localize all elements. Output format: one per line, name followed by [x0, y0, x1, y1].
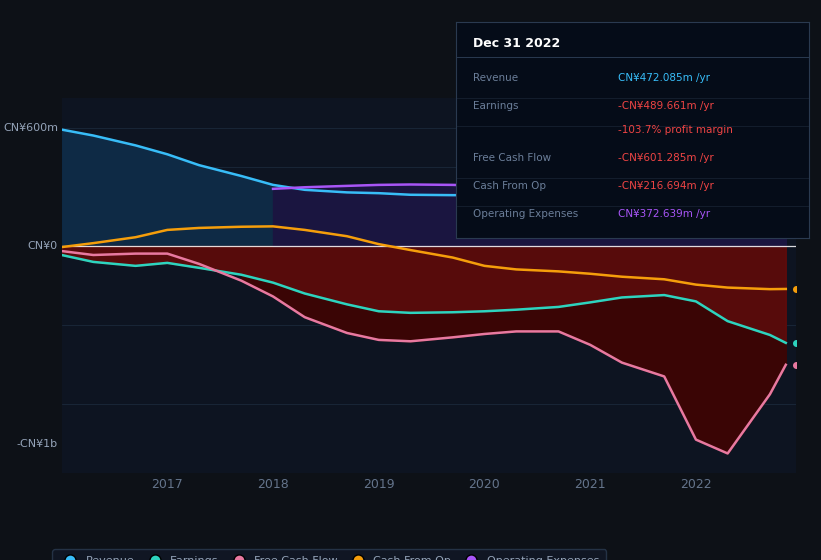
Text: Dec 31 2022: Dec 31 2022 [474, 38, 561, 50]
Legend: Revenue, Earnings, Free Cash Flow, Cash From Op, Operating Expenses: Revenue, Earnings, Free Cash Flow, Cash … [53, 549, 606, 560]
Text: CN¥472.085m /yr: CN¥472.085m /yr [618, 73, 710, 83]
Text: Free Cash Flow: Free Cash Flow [474, 153, 552, 163]
Text: CN¥372.639m /yr: CN¥372.639m /yr [618, 209, 710, 220]
Text: -CN¥1b: -CN¥1b [16, 438, 58, 449]
Text: Operating Expenses: Operating Expenses [474, 209, 579, 220]
Text: -CN¥489.661m /yr: -CN¥489.661m /yr [618, 101, 714, 111]
Text: -103.7% profit margin: -103.7% profit margin [618, 125, 733, 135]
Text: -CN¥216.694m /yr: -CN¥216.694m /yr [618, 181, 714, 192]
Text: Cash From Op: Cash From Op [474, 181, 546, 192]
Text: CN¥600m: CN¥600m [3, 123, 58, 133]
Text: Revenue: Revenue [474, 73, 518, 83]
Text: Earnings: Earnings [474, 101, 519, 111]
Text: -CN¥601.285m /yr: -CN¥601.285m /yr [618, 153, 713, 163]
Text: CN¥0: CN¥0 [28, 241, 58, 251]
